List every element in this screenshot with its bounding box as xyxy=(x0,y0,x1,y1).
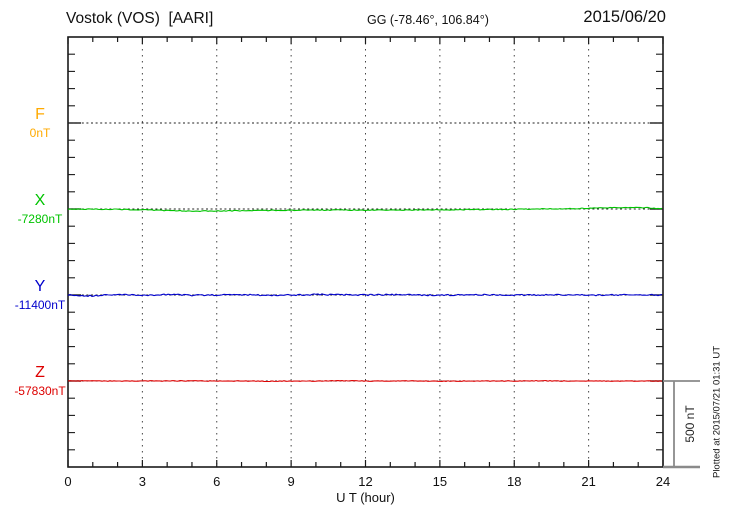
hour-tick-label-6: 6 xyxy=(213,474,221,489)
hour-tick-label-24: 24 xyxy=(655,474,671,489)
component-label-F: F 0nT xyxy=(0,106,80,140)
trace-Z xyxy=(67,379,663,383)
component-baseline-value-F: 0nT xyxy=(29,126,51,140)
component-label-X: X -7280nT xyxy=(0,192,80,226)
scale-bar-label: 500 nT xyxy=(683,405,697,443)
component-letter-Y: Y xyxy=(34,278,46,295)
component-baseline-value-Y: -11400nT xyxy=(14,298,66,312)
hour-tick-label-15: 15 xyxy=(432,474,448,489)
component-letter-Z: Z xyxy=(35,364,45,381)
component-baseline-value-Z: -57830nT xyxy=(14,384,66,398)
plot-date: 2015/06/20 xyxy=(583,8,666,26)
station-title: Vostok (VOS) [AARI] xyxy=(66,10,214,27)
trace-Y xyxy=(67,293,663,297)
plotted-at-timestamp: Plotted at 2015/07/21 01:31 UT xyxy=(711,345,723,479)
hour-tick-label-18: 18 xyxy=(507,474,522,489)
hour-tick-label-0: 0 xyxy=(64,474,72,489)
trace-X xyxy=(67,206,663,213)
component-letter-X: X xyxy=(34,192,46,209)
geographic-coordinates: GG (-78.46°, 106.84°) xyxy=(367,13,489,27)
component-letter-F: F xyxy=(35,106,45,123)
hour-tick-label-3: 3 xyxy=(138,474,146,489)
plot-frame xyxy=(67,36,664,468)
component-baseline-value-X: -7280nT xyxy=(17,212,63,226)
component-label-Y: Y -11400nT xyxy=(0,278,80,312)
hour-tick-label-9: 9 xyxy=(287,474,295,489)
hour-tick-label-12: 12 xyxy=(358,474,373,489)
hour-tick-label-21: 21 xyxy=(581,474,596,489)
component-label-Z: Z -57830nT xyxy=(0,364,80,398)
x-axis-label: U T (hour) xyxy=(336,490,395,505)
